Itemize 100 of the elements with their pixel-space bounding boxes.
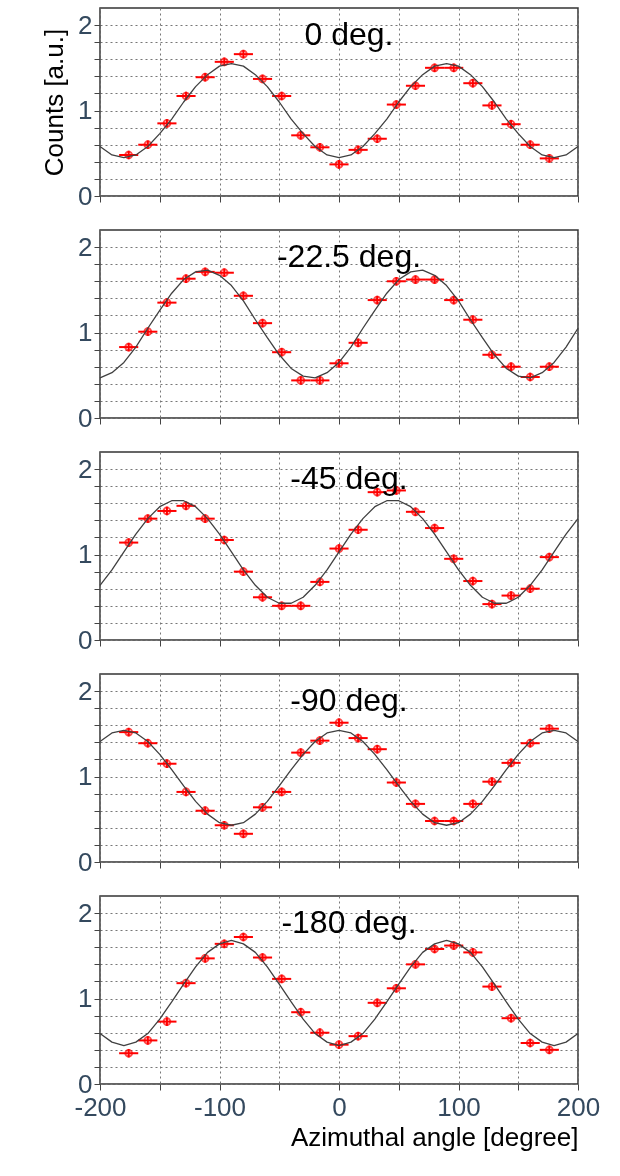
y-tick-label: 1 bbox=[78, 761, 93, 792]
point bbox=[296, 376, 306, 385]
y-tick-label: 2 bbox=[78, 9, 93, 40]
point bbox=[334, 544, 344, 553]
point bbox=[143, 738, 153, 748]
point bbox=[200, 954, 210, 963]
point bbox=[487, 982, 497, 991]
point bbox=[487, 101, 497, 110]
point bbox=[449, 941, 459, 950]
point bbox=[181, 274, 191, 284]
point bbox=[315, 736, 325, 745]
point bbox=[334, 358, 344, 368]
point bbox=[353, 733, 363, 743]
point bbox=[200, 806, 210, 816]
point bbox=[449, 554, 459, 564]
y-tick-label: 0 bbox=[78, 402, 93, 433]
point bbox=[506, 119, 516, 129]
point bbox=[200, 514, 210, 523]
line-series bbox=[99, 500, 579, 604]
point bbox=[124, 150, 134, 160]
point bbox=[162, 119, 172, 128]
y-axis-title: Counts [a.u.] bbox=[39, 28, 70, 177]
point bbox=[506, 758, 516, 768]
point bbox=[506, 1013, 516, 1023]
point bbox=[544, 552, 554, 562]
point bbox=[219, 57, 229, 67]
y-tick-label: 2 bbox=[78, 453, 93, 484]
point bbox=[181, 787, 191, 797]
point bbox=[525, 584, 535, 594]
point bbox=[353, 525, 363, 535]
chart-title: -180 deg. bbox=[281, 904, 417, 940]
point bbox=[353, 338, 363, 348]
line-series bbox=[99, 939, 579, 1047]
chart-title: -45 deg. bbox=[290, 460, 408, 496]
point bbox=[506, 591, 516, 600]
point bbox=[219, 820, 229, 830]
point bbox=[296, 1007, 306, 1017]
y-tick-label: 2 bbox=[78, 675, 93, 706]
x-axis-title: Azimuthal angle [degree] bbox=[290, 1121, 579, 1152]
point bbox=[353, 1031, 363, 1041]
point bbox=[315, 376, 325, 385]
point bbox=[334, 718, 344, 728]
point bbox=[124, 1048, 134, 1058]
point bbox=[143, 1036, 153, 1045]
point bbox=[296, 601, 306, 611]
point bbox=[181, 91, 191, 101]
y-tick-label: 2 bbox=[78, 231, 93, 262]
point bbox=[372, 134, 382, 144]
point bbox=[468, 315, 478, 325]
point bbox=[487, 350, 497, 360]
point bbox=[219, 268, 229, 278]
line-series bbox=[99, 62, 579, 159]
x-tick-label: 200 bbox=[556, 1091, 601, 1122]
y-tick-label: 0 bbox=[78, 180, 93, 211]
point bbox=[372, 998, 382, 1008]
y-tick-label: 0 bbox=[78, 1068, 93, 1099]
y-tick-label: 2 bbox=[78, 897, 93, 928]
point bbox=[449, 295, 459, 305]
point bbox=[143, 140, 153, 150]
point bbox=[162, 506, 172, 516]
y-tick-label: 0 bbox=[78, 846, 93, 877]
chart-title: -90 deg. bbox=[290, 682, 408, 718]
point bbox=[487, 599, 497, 609]
point bbox=[296, 748, 306, 757]
x-tick-label: -100 bbox=[193, 1091, 247, 1122]
point bbox=[487, 777, 497, 787]
point bbox=[143, 514, 153, 523]
point bbox=[200, 72, 210, 82]
point bbox=[334, 1040, 344, 1050]
point bbox=[124, 538, 134, 547]
point bbox=[334, 160, 344, 169]
point bbox=[544, 1045, 554, 1055]
point bbox=[449, 816, 459, 826]
point bbox=[219, 939, 229, 949]
point bbox=[353, 145, 363, 155]
point bbox=[315, 1028, 325, 1038]
point bbox=[315, 577, 325, 587]
y-tick-label: 1 bbox=[78, 539, 93, 570]
x-tick-label: 0 bbox=[332, 1091, 347, 1122]
point bbox=[124, 727, 134, 737]
point bbox=[525, 372, 535, 382]
point bbox=[162, 1017, 172, 1026]
chart-title: 0 deg. bbox=[304, 16, 394, 52]
y-tick-label: 1 bbox=[78, 95, 93, 126]
point bbox=[449, 63, 459, 73]
y-tick-label: 1 bbox=[78, 317, 93, 348]
point bbox=[468, 948, 478, 957]
point bbox=[468, 799, 478, 809]
point bbox=[143, 327, 153, 337]
point bbox=[372, 295, 382, 305]
point bbox=[544, 154, 554, 163]
point bbox=[315, 142, 325, 152]
point bbox=[525, 140, 535, 150]
point bbox=[162, 759, 172, 769]
point bbox=[181, 501, 191, 511]
y-tick-label: 1 bbox=[78, 983, 93, 1014]
point bbox=[525, 738, 535, 748]
point bbox=[219, 535, 229, 545]
point bbox=[506, 362, 516, 372]
point bbox=[525, 1038, 535, 1048]
